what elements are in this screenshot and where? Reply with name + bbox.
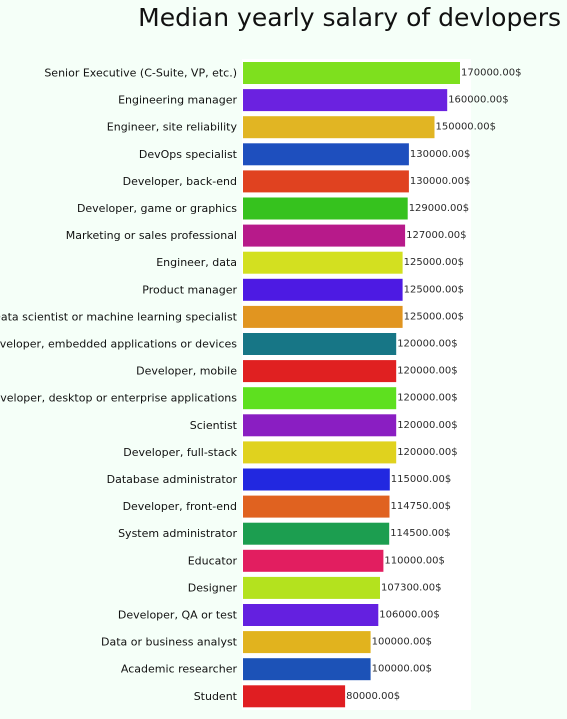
- bar: [243, 305, 403, 328]
- category-label: Engineer, site reliability: [107, 121, 238, 134]
- category-label: Product manager: [142, 283, 237, 296]
- value-label: 120000.00$: [397, 366, 457, 377]
- bar: [243, 604, 379, 626]
- bar: [243, 143, 409, 166]
- value-label: 120000.00$: [397, 393, 457, 404]
- bar: [243, 685, 346, 708]
- value-label: 115000.00$: [391, 474, 451, 485]
- bar: [243, 387, 397, 410]
- category-label: Developer, back-end: [123, 175, 237, 188]
- category-label: Engineering manager: [118, 94, 237, 107]
- value-label: 106000.00$: [379, 610, 439, 621]
- value-label: 170000.00$: [461, 68, 521, 79]
- value-label: 130000.00$: [410, 149, 470, 160]
- value-label: 114500.00$: [390, 528, 450, 539]
- bar: [243, 658, 371, 681]
- bar: [243, 576, 380, 599]
- category-label: Developer, front-end: [123, 500, 237, 513]
- category-label: DevOps specialist: [139, 148, 238, 161]
- value-label: 120000.00$: [397, 447, 457, 458]
- value-label: 125000.00$: [404, 257, 464, 268]
- value-label: 130000.00$: [410, 176, 470, 187]
- bar: [243, 414, 397, 437]
- category-label: Developer, full-stack: [123, 446, 237, 459]
- category-label: Developer, QA or test: [118, 609, 238, 622]
- value-label: 125000.00$: [404, 284, 464, 295]
- bar: [243, 360, 397, 383]
- category-label: Marketing or sales professional: [66, 229, 237, 242]
- category-label: Data scientist or machine learning speci…: [0, 310, 238, 323]
- value-label: 120000.00$: [397, 420, 457, 431]
- bar: [243, 170, 409, 193]
- category-label: System administrator: [118, 527, 237, 540]
- value-label: 107300.00$: [381, 582, 441, 593]
- value-label: 80000.00$: [346, 691, 400, 702]
- bar: [243, 631, 371, 654]
- value-label: 114750.00$: [391, 501, 451, 512]
- value-label: 160000.00$: [448, 95, 508, 106]
- category-label: Developer, desktop or enterprise applica…: [0, 392, 237, 405]
- value-label: 120000.00$: [397, 339, 457, 350]
- bar: [243, 224, 406, 247]
- bars-layer: Senior Executive (C-Suite, VP, etc.) 1700…: [0, 62, 521, 708]
- value-label: 150000.00$: [436, 122, 496, 133]
- category-label: Engineer, data: [156, 256, 237, 269]
- category-label: Developer, mobile: [136, 365, 237, 378]
- category-label: Scientist: [190, 419, 238, 432]
- bar: [243, 522, 390, 545]
- category-label: Student: [194, 690, 238, 703]
- category-label: Academic researcher: [121, 663, 238, 676]
- bar: [243, 495, 390, 518]
- bar: [243, 197, 408, 220]
- value-label: 100000.00$: [372, 664, 432, 675]
- bar: [243, 62, 460, 84]
- bar: [243, 333, 397, 355]
- chart-title: Median yearly salary of devlopers: [138, 3, 561, 32]
- value-label: 129000.00$: [409, 203, 469, 214]
- category-label: Developer, embedded applications or devi…: [0, 338, 237, 351]
- value-label: 100000.00$: [372, 637, 432, 648]
- bar: [243, 278, 403, 301]
- value-label: 127000.00$: [406, 230, 466, 241]
- bar: [243, 468, 390, 491]
- category-label: Data or business analyst: [101, 636, 238, 649]
- category-label: Senior Executive (C-Suite, VP, etc.): [44, 67, 237, 80]
- value-label: 125000.00$: [404, 311, 464, 322]
- bar: [243, 549, 384, 572]
- bar: [243, 441, 397, 464]
- plot-area: [242, 59, 471, 710]
- bar: [243, 89, 448, 112]
- bar: [243, 116, 435, 139]
- category-label: Database administrator: [107, 473, 238, 486]
- category-label: Educator: [188, 554, 238, 567]
- bar: [243, 251, 403, 274]
- value-label: 110000.00$: [384, 555, 444, 566]
- category-label: Designer: [188, 581, 238, 594]
- category-label: Developer, game or graphics: [77, 202, 237, 215]
